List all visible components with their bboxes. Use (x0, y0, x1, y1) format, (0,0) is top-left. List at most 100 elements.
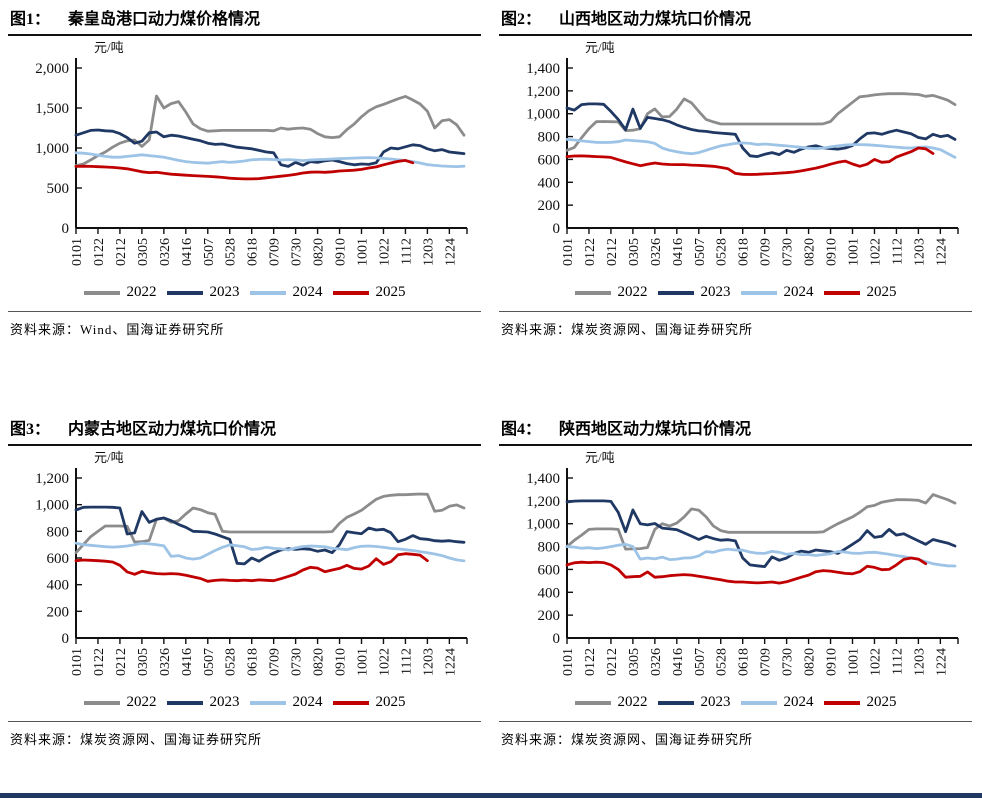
series-line-2022 (74, 492, 466, 555)
legend-item-2025: 2025 (823, 694, 897, 711)
y-tick-label: 600 (47, 551, 70, 567)
legend-item-2023: 2023 (657, 284, 731, 301)
x-tick-label: 1203 (912, 648, 927, 676)
legend-swatch-2024 (249, 700, 286, 705)
axis-unit-label: 元/吨 (94, 450, 124, 465)
x-tick-label: 0326 (158, 648, 173, 676)
legend-label-2023: 2023 (700, 694, 731, 711)
x-tick-label: 1224 (934, 238, 949, 266)
legend-item-2023: 2023 (166, 284, 240, 301)
x-tick-label: 1224 (443, 238, 458, 266)
figure-1: 图1： 秦皇岛港口动力煤价格情况 0 500 1,000 1,500 2,000 元/吨 0… (0, 6, 491, 338)
figure-4: 图4： 陕西地区动力煤坑口价情况 0 200 400 600 800 1,000 1,200… (491, 416, 982, 748)
legend-item-2025: 2025 (823, 284, 897, 301)
x-tick-label: 0709 (759, 238, 774, 266)
legend-item-2022: 2022 (574, 284, 648, 301)
legend-swatch-2022 (574, 700, 611, 705)
source-text: 煤炭资源网、国海证券研究所 (80, 732, 263, 748)
y-tick-label: 1,000 (526, 517, 560, 533)
figure-1-source: 资料来源：Wind、国海证券研究所 (10, 319, 481, 338)
y-tick-label: 600 (538, 563, 561, 579)
legend-swatch-2023 (166, 700, 203, 705)
figure-2: 图2： 山西地区动力煤坑口价情况 0 200 400 600 800 1,000 1,200… (491, 6, 982, 338)
legend-item-2022: 2022 (83, 694, 157, 711)
x-tick-label: 0101 (70, 238, 85, 266)
y-tick-label: 1,200 (35, 471, 69, 487)
x-tick-label: 0305 (136, 648, 151, 676)
source-label: 资料来源： (10, 732, 81, 748)
x-tick-label: 1022 (868, 648, 883, 676)
x-tick-label: 0730 (290, 648, 305, 676)
x-tick-label: 0528 (224, 648, 239, 676)
figure-4-source: 资料来源：煤炭资源网、国海证券研究所 (501, 729, 972, 748)
figure-2-source: 资料来源：煤炭资源网、国海证券研究所 (501, 319, 972, 338)
x-tick-label: 0507 (693, 648, 708, 676)
legend-swatch-2022 (83, 290, 120, 295)
x-tick-label: 0618 (246, 648, 261, 676)
y-tick-label: 800 (538, 130, 561, 146)
legend-label-2024: 2024 (292, 694, 323, 711)
series-line-2022 (565, 493, 957, 551)
source-label: 资料来源： (501, 732, 572, 748)
x-tick-label: 1224 (934, 648, 949, 676)
axis-unit-label: 元/吨 (585, 450, 615, 465)
legend-swatch-2025 (823, 700, 860, 705)
x-tick-label: 1022 (868, 238, 883, 266)
x-tick-label: 1001 (356, 648, 371, 676)
figure-4-name: 陕西地区动力煤坑口价情况 (559, 421, 752, 439)
y-tick-label: 1,200 (526, 494, 560, 510)
figure-2-divider (499, 311, 972, 313)
y-tick-label: 800 (47, 525, 70, 541)
figure-1-title: 图1： 秦皇岛港口动力煤价格情况 (8, 6, 481, 37)
x-tick-label: 0122 (92, 238, 107, 266)
x-tick-label: 0212 (114, 238, 129, 266)
legend-swatch-2023 (657, 700, 694, 705)
x-tick-label: 0709 (268, 648, 283, 676)
x-tick-label: 0730 (290, 238, 305, 266)
x-tick-label: 0122 (583, 238, 598, 266)
x-tick-label: 0212 (605, 238, 620, 266)
x-tick-label: 0212 (605, 648, 620, 676)
legend-swatch-2024 (740, 290, 777, 295)
x-tick-label: 0910 (334, 238, 349, 266)
legend-swatch-2024 (740, 700, 777, 705)
x-tick-label: 1001 (847, 238, 862, 266)
x-tick-label: 1001 (356, 238, 371, 266)
x-tick-label: 0528 (224, 238, 239, 266)
x-tick-label: 0416 (671, 648, 686, 676)
y-tick-label: 800 (538, 540, 561, 556)
x-tick-label: 0618 (246, 238, 261, 266)
x-tick-label: 0528 (715, 648, 730, 676)
x-tick-label: 0709 (268, 238, 283, 266)
legend-label-2024: 2024 (783, 694, 814, 711)
x-tick-label: 0122 (92, 648, 107, 676)
legend-swatch-2025 (332, 700, 369, 705)
x-tick-label: 0820 (803, 648, 818, 676)
x-tick-label: 0507 (202, 238, 217, 266)
x-tick-label: 0507 (202, 648, 217, 676)
y-tick-label: 1,400 (526, 471, 560, 487)
source-text: 煤炭资源网、国海证券研究所 (571, 322, 754, 338)
line-chart-shanxi: 0 200 400 600 800 1,000 1,200 1,400 元/吨 0101 0122 0… (526, 40, 959, 266)
y-tick-label: 1,000 (35, 141, 69, 157)
legend-item-2023: 2023 (657, 694, 731, 711)
legend-item-2024: 2024 (740, 694, 814, 711)
series-line-2023 (565, 102, 957, 159)
series-line-2024 (565, 138, 957, 159)
source-text: 煤炭资源网、国海证券研究所 (571, 732, 754, 748)
y-tick-label: 0 (62, 631, 70, 647)
x-tick-label: 0101 (70, 648, 85, 676)
x-tick-label: 1001 (847, 648, 862, 676)
figure-3-label: 图3： (10, 421, 51, 439)
legend-label-2022: 2022 (126, 694, 157, 711)
x-tick-label: 0820 (312, 238, 327, 266)
y-tick-label: 0 (553, 221, 561, 237)
x-tick-label: 0820 (803, 238, 818, 266)
y-tick-label: 200 (538, 609, 561, 625)
figure-1-legend: 2022 2023 2024 2025 (8, 284, 481, 301)
x-tick-label: 1224 (443, 648, 458, 676)
series-line-2023 (74, 506, 466, 566)
series-line-2025 (565, 146, 935, 177)
x-tick-label: 0326 (649, 648, 664, 676)
x-tick-label: 0305 (136, 238, 151, 266)
